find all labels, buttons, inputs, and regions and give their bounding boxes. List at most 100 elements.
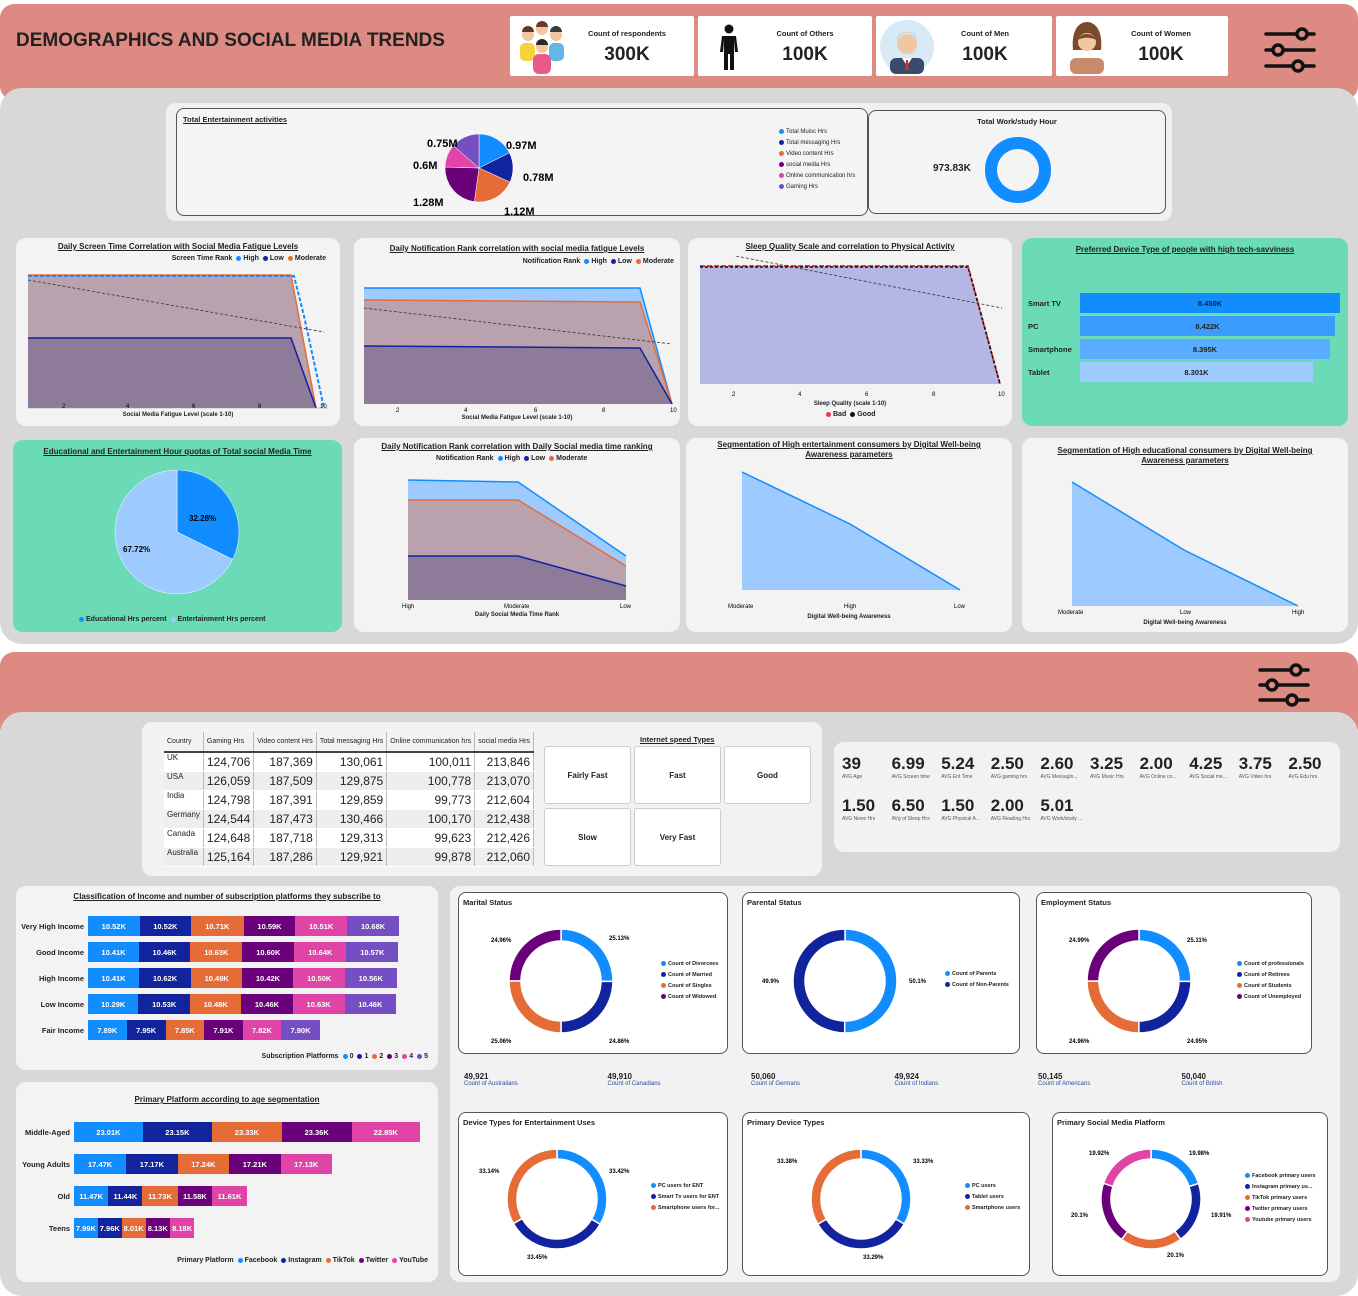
bar-segment[interactable]: 10.63K: [190, 942, 243, 962]
slice[interactable]: [816, 1217, 906, 1250]
slice[interactable]: [474, 167, 511, 203]
sliders-filter-icon[interactable]: [1256, 662, 1312, 708]
bar-segment[interactable]: 10.52K: [139, 916, 192, 936]
column-header[interactable]: Gaming Hrs: [203, 732, 255, 753]
kpi-respondents[interactable]: Count of respondents 300K: [510, 16, 694, 76]
bar-segment[interactable]: 7.90K: [281, 1020, 320, 1040]
bar-segment[interactable]: 17.47K: [74, 1154, 127, 1174]
column-header[interactable]: social media Hrs: [474, 732, 534, 753]
bar-segment[interactable]: 17.21K: [229, 1154, 281, 1174]
primary-device-donut[interactable]: 33.33% 33.29% 33.38%: [763, 1133, 963, 1273]
bar-segment[interactable]: 7.82K: [242, 1020, 282, 1040]
kpi-others[interactable]: Count of Others 100K: [698, 16, 872, 76]
bar-segment[interactable]: 23.36K: [281, 1122, 352, 1142]
slice[interactable]: [508, 980, 562, 1034]
bar-segment[interactable]: 10.42K: [242, 968, 294, 988]
stacked-bar[interactable]: 10.41K 10.46K 10.63K 10.60K 10.64K 10.57K: [88, 942, 399, 962]
bar-segment[interactable]: 7.96K: [97, 1218, 122, 1238]
bar-segment[interactable]: 7.89K: [88, 1020, 127, 1040]
notification-rank-area-chart[interactable]: High Moderate Low: [354, 470, 680, 620]
slice[interactable]: [1138, 980, 1192, 1034]
slice[interactable]: [512, 1217, 602, 1250]
legend-item[interactable]: social media Hrs: [775, 160, 855, 171]
work-donut[interactable]: [983, 135, 1053, 205]
bar-segment[interactable]: 8.01K: [121, 1218, 146, 1238]
screen-time-area-chart[interactable]: 2 4 6 8 10: [16, 266, 340, 426]
bar-segment[interactable]: 7.95K: [126, 1020, 166, 1040]
kpi-women[interactable]: Count of Women 100K: [1056, 16, 1228, 76]
slice[interactable]: [860, 1148, 912, 1226]
device-bar[interactable]: 8.395K: [1080, 339, 1330, 359]
device-bar[interactable]: 8.422K: [1080, 316, 1335, 336]
bar-segment[interactable]: 10.46K: [344, 994, 396, 1014]
slice[interactable]: [1173, 1182, 1202, 1241]
device-bar[interactable]: 8.450K: [1080, 293, 1340, 313]
speed-fairly-fast[interactable]: Fairly Fast: [544, 746, 631, 804]
slice[interactable]: [452, 133, 480, 169]
stacked-bar[interactable]: 10.52K 10.52K 10.71K 10.59K 10.51K 10.68K: [88, 916, 400, 936]
bar-segment[interactable]: 23.01K: [74, 1122, 143, 1142]
slice[interactable]: [560, 928, 614, 983]
column-header[interactable]: Country: [164, 732, 204, 753]
bar-segment[interactable]: 7.91K: [204, 1020, 243, 1040]
bar-segment[interactable]: 10.63K: [292, 994, 345, 1014]
marital-donut[interactable]: 25.13% 24.86% 25.06% 24.96%: [479, 911, 659, 1051]
primary-social-donut[interactable]: 19.98% 19.91% 20.1% 20.1% 19.92%: [1063, 1133, 1249, 1273]
bar-segment[interactable]: 10.57K: [346, 942, 399, 962]
slice[interactable]: [508, 928, 562, 982]
legend-item[interactable]: Total messaging Hrs: [775, 138, 855, 149]
bar-segment[interactable]: 10.29K: [88, 994, 139, 1014]
legend-item[interactable]: Video content Hrs: [775, 149, 855, 160]
bar-segment[interactable]: 10.46K: [139, 942, 191, 962]
bar-segment[interactable]: 10.41K: [88, 968, 139, 988]
bar-segment[interactable]: 7.85K: [165, 1020, 205, 1040]
bar-segment[interactable]: 23.15K: [142, 1122, 212, 1142]
bar-segment[interactable]: 17.17K: [126, 1154, 178, 1174]
slice[interactable]: [176, 470, 240, 560]
bar-segment[interactable]: 10.46K: [241, 994, 293, 1014]
segment-educational-chart[interactable]: Moderate Low High: [1022, 476, 1348, 616]
bar-segment[interactable]: 10.48K: [190, 994, 242, 1014]
slice[interactable]: [1138, 928, 1192, 983]
bar-segment[interactable]: 23.33K: [212, 1122, 282, 1142]
bar-segment[interactable]: 10.59K: [243, 916, 296, 936]
bar-segment[interactable]: 10.41K: [88, 942, 139, 962]
slice[interactable]: [1100, 1182, 1129, 1241]
bar-segment[interactable]: 8.13K: [145, 1218, 170, 1238]
bar-segment[interactable]: 10.68K: [346, 916, 400, 936]
bar-segment[interactable]: 11.73K: [142, 1186, 178, 1206]
bar-segment[interactable]: 8.18K: [169, 1218, 195, 1238]
bar-segment[interactable]: 10.52K: [88, 916, 140, 936]
employment-donut[interactable]: 25.11% 24.95% 24.96% 24.99%: [1057, 911, 1237, 1051]
speed-very-fast[interactable]: Very Fast: [634, 808, 721, 866]
slice[interactable]: [506, 1148, 558, 1225]
slice[interactable]: [792, 928, 846, 1034]
stacked-bar[interactable]: 11.47K 11.44K 11.73K 11.58K 11.61K: [74, 1186, 247, 1206]
stacked-bar[interactable]: 10.41K 10.62K 10.49K 10.42K 10.50K 10.56K: [88, 968, 397, 988]
stacked-bar[interactable]: 23.01K 23.15K 23.33K 23.36K 22.85K: [74, 1122, 420, 1142]
stacked-bar[interactable]: 7.89K 7.95K 7.85K 7.91K 7.82K 7.90K: [88, 1020, 320, 1040]
column-header[interactable]: Total messaging Hrs: [316, 732, 388, 753]
slice[interactable]: [843, 928, 898, 1034]
column-header[interactable]: Video content Hrs: [253, 732, 317, 753]
slice[interactable]: [444, 166, 480, 202]
bar-segment[interactable]: 10.56K: [344, 968, 397, 988]
bar-segment[interactable]: 11.47K: [74, 1186, 109, 1206]
bar-segment[interactable]: 17.13K: [280, 1154, 332, 1174]
bar-segment[interactable]: 10.64K: [294, 942, 347, 962]
legend-item[interactable]: Gaming Hrs: [775, 182, 855, 193]
bar-segment[interactable]: 10.71K: [191, 916, 244, 936]
sliders-filter-icon[interactable]: [1262, 26, 1318, 74]
device-bar[interactable]: 8.301K: [1080, 362, 1313, 382]
speed-fast[interactable]: Fast: [634, 746, 721, 804]
bar-segment[interactable]: 10.51K: [295, 916, 347, 936]
slice[interactable]: [810, 1148, 862, 1226]
slice[interactable]: [1102, 1148, 1152, 1188]
slice[interactable]: [1086, 928, 1140, 982]
slice[interactable]: [560, 980, 614, 1034]
parental-donut[interactable]: 50.1% 49.9%: [757, 911, 947, 1051]
bar-segment[interactable]: 11.44K: [108, 1186, 143, 1206]
sleep-area-chart[interactable]: 2 4 6 8 10: [688, 256, 1012, 406]
legend-item[interactable]: Online communication hrs: [775, 171, 855, 182]
notification-area-chart[interactable]: 2 4 6 8 10: [354, 266, 680, 426]
